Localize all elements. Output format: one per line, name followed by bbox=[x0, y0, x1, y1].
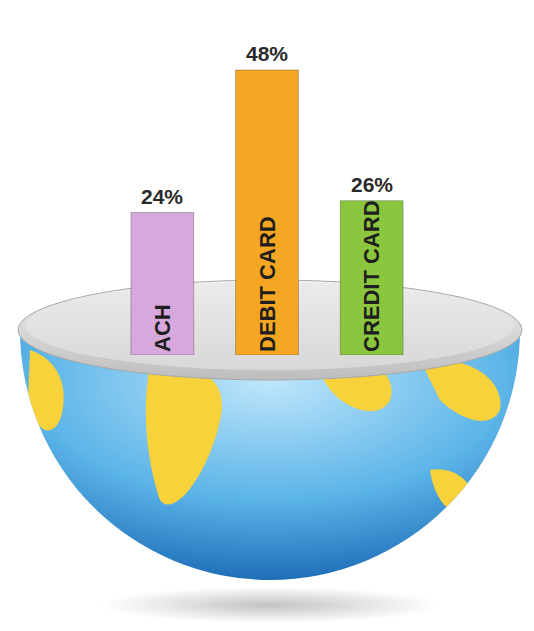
svg-text:24%: 24% bbox=[141, 185, 183, 208]
svg-text:48%: 48% bbox=[246, 42, 288, 65]
svg-text:ACH: ACH bbox=[150, 304, 175, 352]
svg-text:DEBIT CARD: DEBIT CARD bbox=[255, 216, 280, 352]
svg-text:26%: 26% bbox=[351, 173, 393, 196]
svg-text:CREDIT CARD: CREDIT CARD bbox=[359, 200, 384, 352]
